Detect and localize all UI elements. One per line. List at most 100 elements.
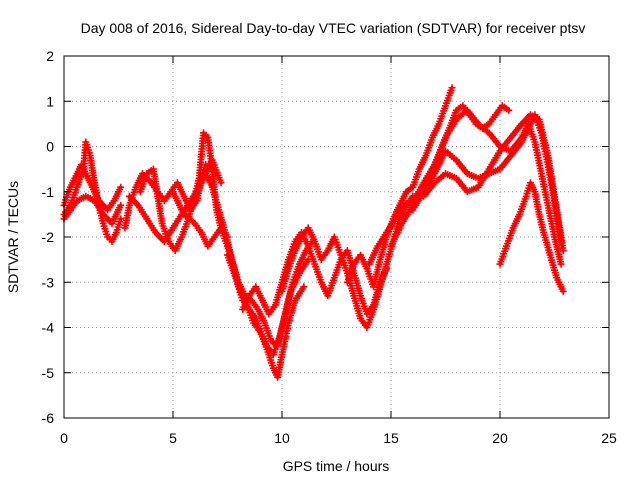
data-point	[211, 167, 214, 171]
data-point	[84, 195, 88, 198]
data-point	[261, 299, 264, 302]
data-point	[444, 104, 447, 108]
data-point	[272, 353, 275, 356]
data-point	[213, 235, 216, 239]
data-point	[501, 104, 504, 108]
data-point	[300, 235, 303, 239]
data-point	[160, 222, 164, 225]
data-point	[520, 122, 523, 126]
y-tick-label: 1	[46, 93, 54, 109]
data-point	[163, 199, 166, 202]
data-point	[298, 262, 301, 266]
data-point	[110, 240, 114, 243]
data-point	[75, 172, 79, 175]
data-point	[352, 294, 356, 297]
data-point	[248, 294, 251, 297]
data-point	[368, 262, 371, 266]
data-point	[180, 235, 183, 239]
data-point	[352, 262, 356, 266]
data-point	[139, 190, 142, 193]
data-point	[219, 181, 223, 184]
data-point	[307, 244, 310, 248]
data-point	[154, 231, 157, 234]
data-point	[313, 262, 316, 266]
data-point	[498, 167, 502, 171]
data-point	[259, 330, 262, 334]
data-point	[538, 213, 541, 216]
data-point	[520, 140, 523, 144]
data-point	[287, 321, 290, 325]
data-point	[385, 262, 388, 266]
data-point	[398, 217, 401, 221]
data-point	[424, 154, 428, 157]
x-axis-label: GPS time / hours	[283, 458, 390, 474]
data-point	[437, 122, 441, 126]
data-point	[372, 285, 375, 288]
data-point	[204, 172, 207, 175]
data-point	[553, 235, 556, 239]
data-point	[466, 190, 469, 193]
data-point	[269, 339, 273, 343]
data-point	[477, 186, 480, 189]
data-point	[518, 213, 521, 216]
data-point	[256, 308, 260, 311]
data-point	[450, 86, 454, 89]
data-point	[239, 290, 242, 293]
data-point	[71, 181, 74, 184]
data-point	[112, 199, 116, 202]
data-point	[542, 231, 545, 234]
data-point	[400, 222, 404, 225]
data-point	[389, 244, 393, 248]
data-point	[167, 240, 170, 243]
data-point	[559, 262, 563, 266]
data-point	[202, 131, 205, 135]
data-point	[182, 213, 186, 216]
series-arc-9	[224, 238, 316, 359]
data-point	[346, 281, 349, 284]
series-arc-17	[496, 179, 567, 295]
data-point	[91, 186, 94, 189]
data-point	[378, 285, 382, 288]
data-point	[411, 208, 414, 212]
data-point	[546, 204, 550, 207]
data-point	[333, 235, 336, 239]
data-point	[548, 253, 552, 257]
data-point	[226, 253, 229, 257]
x-tick-label: 0	[60, 430, 68, 446]
data-point	[365, 312, 369, 316]
data-point	[346, 249, 349, 252]
data-point	[217, 208, 220, 212]
data-point	[250, 299, 253, 302]
data-point	[538, 118, 541, 121]
data-point	[106, 235, 109, 239]
data-point	[293, 299, 297, 302]
data-point	[276, 376, 279, 379]
data-point	[455, 177, 458, 180]
data-point	[555, 276, 558, 279]
data-point	[487, 122, 491, 126]
data-point	[359, 317, 362, 320]
data-point	[263, 321, 266, 325]
y-tick-label: -5	[42, 365, 55, 381]
data-point	[494, 113, 497, 117]
data-point	[529, 181, 532, 184]
data-point	[411, 186, 414, 189]
data-point	[307, 258, 310, 261]
y-tick-label: 2	[46, 48, 54, 64]
data-point	[89, 154, 92, 157]
data-point	[431, 136, 434, 139]
data-point	[498, 149, 502, 153]
data-point	[433, 181, 436, 184]
data-point	[267, 312, 271, 316]
data-point	[533, 140, 537, 144]
data-point	[293, 240, 297, 243]
data-point	[509, 154, 513, 157]
data-point	[145, 172, 148, 175]
data-point	[265, 344, 268, 347]
data-point	[320, 281, 323, 284]
data-point	[171, 226, 175, 230]
data-point	[84, 172, 88, 175]
data-point	[193, 222, 196, 225]
data-point	[533, 190, 537, 193]
data-point	[102, 213, 105, 216]
